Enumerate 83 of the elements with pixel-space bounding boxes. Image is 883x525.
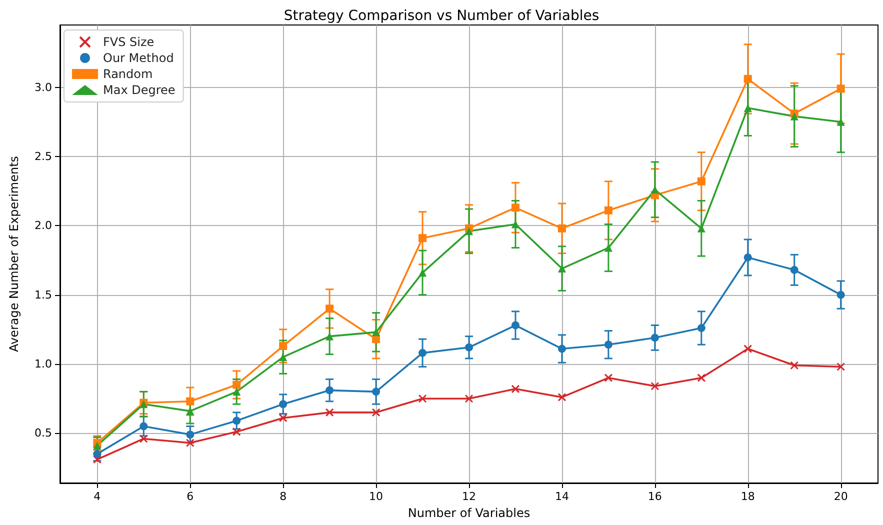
point bbox=[744, 344, 752, 354]
x-tick-label: 12 bbox=[462, 490, 476, 503]
point bbox=[697, 177, 706, 186]
point bbox=[511, 220, 520, 228]
x-tick-label: 16 bbox=[648, 490, 662, 503]
point bbox=[93, 450, 102, 458]
point bbox=[790, 266, 798, 274]
point bbox=[325, 408, 334, 417]
point bbox=[697, 324, 706, 332]
y-tick-label: 3.0 bbox=[34, 80, 52, 94]
y-tick-label: 0.5 bbox=[34, 426, 52, 440]
point bbox=[232, 428, 241, 436]
point bbox=[558, 224, 566, 232]
point bbox=[790, 112, 798, 120]
x-tick-label: 10 bbox=[369, 490, 384, 503]
point bbox=[650, 382, 660, 390]
point bbox=[604, 244, 612, 252]
point bbox=[186, 438, 194, 448]
point bbox=[464, 394, 474, 403]
x-tick-label: 8 bbox=[280, 490, 287, 503]
point bbox=[326, 332, 334, 340]
point bbox=[836, 290, 845, 299]
point bbox=[92, 455, 102, 464]
x-tick-label: 6 bbox=[186, 490, 194, 503]
point bbox=[558, 392, 566, 402]
point bbox=[744, 253, 752, 262]
point bbox=[465, 343, 473, 352]
point bbox=[418, 348, 427, 357]
point bbox=[372, 388, 380, 396]
point bbox=[511, 384, 520, 394]
y-axis-title: Average Number of Experiments bbox=[7, 156, 21, 352]
point bbox=[558, 344, 566, 353]
point bbox=[836, 118, 845, 126]
legend-label: Our Method bbox=[103, 51, 174, 65]
point bbox=[232, 380, 241, 389]
point bbox=[372, 328, 380, 336]
point bbox=[186, 397, 194, 406]
point bbox=[279, 342, 288, 350]
point bbox=[650, 334, 659, 342]
point bbox=[650, 186, 659, 194]
point bbox=[697, 224, 706, 232]
point bbox=[790, 361, 799, 370]
point bbox=[326, 386, 334, 394]
x-axis-title: Number of Variables bbox=[408, 506, 530, 520]
x-tick-label: 14 bbox=[554, 490, 569, 503]
point bbox=[604, 206, 612, 214]
point bbox=[279, 353, 288, 362]
point bbox=[418, 234, 427, 242]
x-tick-label: 4 bbox=[94, 490, 101, 503]
point bbox=[744, 74, 752, 83]
point bbox=[232, 416, 241, 425]
y-tick-label: 2.0 bbox=[34, 219, 52, 232]
point bbox=[697, 374, 706, 382]
x-tick-label: 18 bbox=[740, 490, 755, 503]
legend-label: FVS Size bbox=[103, 35, 154, 49]
point bbox=[836, 84, 845, 93]
point bbox=[372, 408, 380, 417]
point bbox=[140, 422, 148, 430]
y-tick-label: 1.5 bbox=[34, 288, 52, 302]
point bbox=[418, 268, 427, 277]
legend-label: Max Degree bbox=[103, 83, 176, 97]
y-tick-label: 2.5 bbox=[34, 150, 52, 163]
point bbox=[418, 394, 427, 403]
point bbox=[93, 442, 102, 450]
point bbox=[326, 304, 334, 313]
point bbox=[186, 407, 194, 416]
point bbox=[604, 374, 613, 382]
point bbox=[465, 227, 473, 236]
point bbox=[278, 414, 288, 422]
chart-title: Strategy Comparison vs Number of Variables bbox=[284, 8, 600, 24]
x-tick-label: 20 bbox=[834, 490, 848, 503]
point bbox=[279, 400, 288, 408]
point bbox=[232, 388, 241, 396]
point bbox=[604, 340, 612, 349]
point bbox=[558, 264, 566, 273]
point bbox=[744, 104, 752, 112]
point bbox=[511, 204, 520, 212]
point bbox=[511, 321, 520, 330]
point bbox=[139, 434, 148, 443]
point bbox=[836, 362, 846, 372]
y-tick-label: 1.0 bbox=[34, 358, 52, 371]
point bbox=[186, 430, 194, 439]
legend-label: Random bbox=[103, 67, 153, 81]
